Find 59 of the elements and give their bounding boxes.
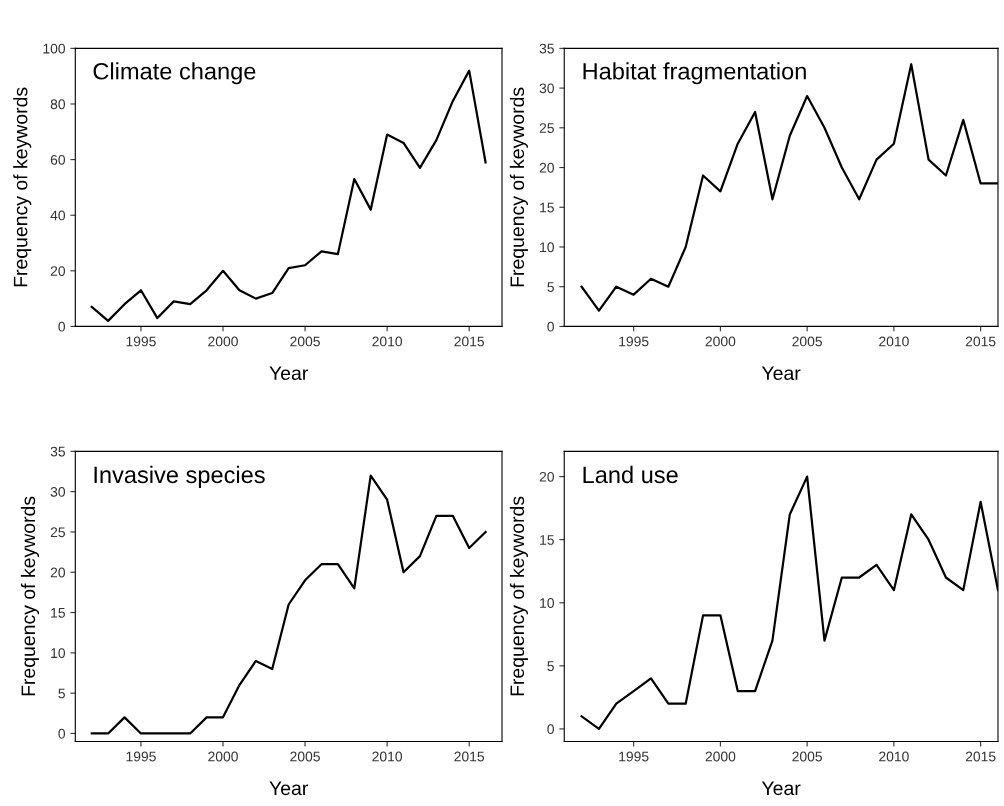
- x-tick-label: 2000: [208, 336, 238, 347]
- y-tick-label: 15: [540, 535, 554, 545]
- text: Habitat fragmentation: [583, 62, 806, 85]
- y-tick-label: 5: [58, 688, 65, 699]
- y-tick-label: 100: [43, 43, 66, 54]
- x-tick-label: 2015: [454, 751, 485, 762]
- y-tick-label: 5: [547, 282, 554, 292]
- y-axis-title: Frequency of keywords: [13, 87, 32, 287]
- y-axis-title: Frequency of keywords: [509, 87, 528, 287]
- y-axis-title: Frequency of keywords: [20, 496, 40, 696]
- x-tick-label: 1995: [126, 336, 156, 347]
- x-tick-label: 2005: [290, 336, 320, 347]
- x-axis-title: Year: [761, 366, 801, 381]
- y-tick-label: 20: [50, 266, 66, 276]
- x-tick-label: 1995: [619, 751, 649, 762]
- y-tick-label: 15: [51, 608, 65, 618]
- x-tick-label: 2010: [879, 336, 909, 347]
- y-tick-label: 0: [547, 321, 554, 332]
- y-tick-label: 0: [547, 724, 554, 735]
- x-tick-label: 1995: [619, 336, 649, 347]
- y-tick-label: 80: [50, 99, 66, 110]
- x-tick-label: 2005: [792, 751, 822, 762]
- y-tick-label: 10: [51, 648, 66, 659]
- y-tick-label: 15: [540, 202, 554, 213]
- y-tick-label: 0: [58, 321, 66, 332]
- x-tick-label: 2015: [965, 751, 996, 762]
- y-tick-label: 5: [547, 661, 554, 671]
- y-tick-label: 10: [540, 598, 554, 608]
- x-tick-label: 2010: [879, 751, 909, 762]
- y-tick-label: 25: [50, 527, 65, 538]
- y-tick-label: 0: [58, 728, 66, 739]
- y-tick-label: 10: [540, 242, 554, 253]
- x-tick-label: 2000: [705, 751, 736, 762]
- x-axis-title: Year: [269, 781, 308, 796]
- chart-title: Land use: [583, 465, 678, 484]
- y-tick-label: 35: [539, 43, 554, 54]
- x-axis-title: Year: [761, 781, 801, 796]
- y-axis-title: Frequency of keywords: [509, 496, 528, 696]
- y-tick-label: 30: [539, 83, 554, 94]
- y-tick-label: 20: [539, 162, 554, 173]
- x-tick-label: 2010: [372, 751, 403, 762]
- x-tick-label: 2000: [705, 336, 736, 347]
- y-tick-label: 30: [50, 486, 66, 497]
- x-tick-label: 2005: [290, 751, 320, 762]
- text: Invasive species: [94, 465, 265, 488]
- y-tick-label: 40: [50, 210, 66, 221]
- text: Climate change: [93, 62, 256, 85]
- x-tick-label: 2010: [372, 336, 403, 347]
- y-tick-label: 60: [50, 154, 66, 165]
- x-tick-label: 2000: [208, 751, 238, 762]
- y-tick-label: 20: [50, 567, 66, 578]
- y-tick-label: 25: [539, 123, 554, 133]
- y-tick-label: 35: [50, 446, 65, 457]
- x-tick-label: 2015: [454, 336, 485, 347]
- x-axis-title: Year: [269, 366, 308, 381]
- x-tick-label: 1995: [126, 751, 156, 762]
- y-tick-label: 20: [539, 471, 554, 482]
- x-tick-label: 2005: [792, 336, 822, 347]
- x-tick-label: 2015: [965, 336, 996, 347]
